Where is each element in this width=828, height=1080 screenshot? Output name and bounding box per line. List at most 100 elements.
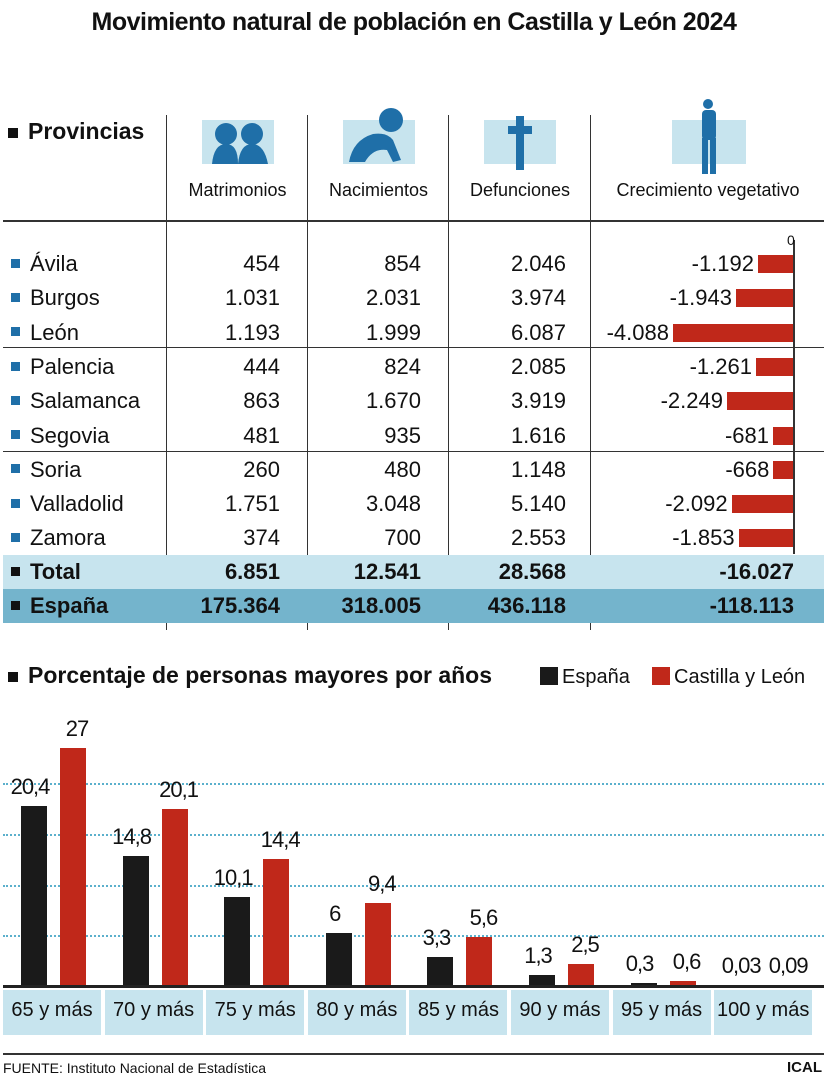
cell-nacimientos: 700 <box>384 525 421 551</box>
bar-castilla <box>161 808 188 986</box>
espana-row: España 175.364 318.005 436.118 -118.113 <box>3 589 824 623</box>
bar-espana <box>21 806 47 986</box>
row-label: Soria <box>30 456 82 482</box>
cell-crecimiento: -2.249 <box>660 388 723 414</box>
col-defunciones: Defunciones <box>469 180 571 200</box>
data-label: 5,6 <box>469 904 499 930</box>
bullet-square-icon <box>11 292 20 302</box>
bullet-square-icon <box>11 600 20 610</box>
category-label: 65 y más <box>3 990 101 1035</box>
data-label: 20,1 <box>159 776 199 802</box>
cell-defunciones: 436.118 <box>487 593 566 618</box>
data-label: 14,4 <box>260 827 301 853</box>
page-title: Movimiento natural de población en Casti… <box>91 8 737 36</box>
row-label: León <box>30 319 79 345</box>
legend-label: Castilla y León <box>674 666 806 688</box>
cell-matrimonios: 481 <box>243 422 280 448</box>
province-name: Valladolid <box>11 491 124 517</box>
row-label: Segovia <box>30 422 110 448</box>
header-divider <box>3 220 824 222</box>
crecimiento-bar <box>773 460 793 479</box>
gridline <box>3 783 824 785</box>
cell-matrimonios: 444 <box>243 353 280 379</box>
data-label: 14,8 <box>112 823 152 849</box>
bullet-square-icon <box>8 127 18 138</box>
cell-crecimiento: -2.092 <box>665 491 728 517</box>
province-name: Palencia <box>11 354 114 380</box>
cross-icon <box>484 116 556 170</box>
zero-label: 0 <box>787 232 795 248</box>
bar-castilla <box>568 963 594 986</box>
province-name: León <box>11 320 79 346</box>
cell-crecimiento: -1.853 <box>672 525 735 551</box>
brand-logo: ICAL <box>787 1059 822 1076</box>
province-name: Total <box>11 559 81 585</box>
cell-crecimiento: -681 <box>724 422 770 448</box>
province-name: Soria <box>11 457 81 483</box>
cell-defunciones: 1.148 <box>510 456 566 482</box>
cell-defunciones: 2.553 <box>510 525 566 551</box>
category-label: 80 y más <box>307 990 406 1035</box>
cell-crecimiento: -1.192 <box>691 251 755 276</box>
row-group-divider <box>3 347 824 348</box>
table-row: Salamanca 863 1.670 3.919 -2.249 <box>3 384 824 418</box>
cell-defunciones: 2.085 <box>510 353 566 379</box>
cell-matrimonios: 863 <box>243 388 280 414</box>
cell-matrimonios: 6.851 <box>224 559 280 584</box>
bar-castilla <box>669 980 696 986</box>
provincias-label: Provincias <box>28 118 145 144</box>
legend-espana: España <box>540 666 630 689</box>
table-row: Segovia 481 935 1.616 -681 <box>3 419 824 453</box>
cell-nacimientos: 2.031 <box>365 285 421 311</box>
table-row: León 1.193 1.999 6.087 -4.088 <box>3 316 824 350</box>
data-label: 0,6 <box>672 948 702 974</box>
column-divider <box>448 115 449 630</box>
cell-nacimientos: 1.670 <box>365 388 421 414</box>
province-name: Zamora <box>11 525 106 551</box>
cell-defunciones: 28.568 <box>498 559 566 584</box>
crecimiento-bar <box>755 357 793 376</box>
table-row: Valladolid 1.751 3.048 5.140 -2.092 <box>3 487 824 521</box>
bar-espana <box>630 983 657 986</box>
cell-crecimiento: -118.113 <box>709 593 794 618</box>
bar-castilla <box>60 748 86 986</box>
col-matrimonios: Matrimonios <box>188 180 287 200</box>
row-label: Palencia <box>30 353 115 379</box>
couple-icon <box>202 120 274 164</box>
province-name: Ávila <box>11 251 78 277</box>
cell-crecimiento: -1.261 <box>689 353 752 379</box>
gridline <box>3 935 824 937</box>
column-divider <box>590 115 591 630</box>
bar-espana <box>325 933 352 986</box>
crecimiento-bar <box>731 495 793 514</box>
cell-crecimiento: -4.088 <box>606 319 669 345</box>
category-label: 95 y más <box>612 990 711 1035</box>
category-label: 75 y más <box>206 990 305 1035</box>
bar-castilla <box>263 859 290 986</box>
province-name: Salamanca <box>11 388 140 414</box>
row-label: Ávila <box>30 251 78 276</box>
provincias-header: Provincias <box>8 118 144 145</box>
bullet-square-icon <box>11 566 20 576</box>
data-label: 10,1 <box>213 864 254 890</box>
row-label: España <box>30 593 109 618</box>
crecimiento-bar <box>735 289 793 308</box>
legend-swatch <box>540 666 558 685</box>
bullet-square-icon <box>11 361 20 371</box>
bullet-square-icon <box>11 395 20 405</box>
cell-nacimientos: 854 <box>384 251 421 276</box>
col-nacimientos: Nacimientos <box>328 180 429 200</box>
data-label: 0,3 <box>625 951 655 977</box>
bar-espana <box>224 896 251 986</box>
legend-swatch <box>652 666 670 685</box>
table-row: Soria 260 480 1.148 -668 <box>3 453 824 487</box>
gridline <box>3 885 824 887</box>
data-label: 9,4 <box>368 871 397 897</box>
cell-matrimonios: 1.751 <box>224 491 280 517</box>
data-label: 0,03 <box>721 952 762 978</box>
data-label: 0,09 <box>768 952 809 978</box>
cell-nacimientos: 3.048 <box>365 491 421 517</box>
chart-title: Porcentaje de personas mayores por años <box>8 662 492 689</box>
province-name: Burgos <box>11 285 100 311</box>
table-row: Palencia 444 824 2.085 -1.261 <box>3 350 824 384</box>
